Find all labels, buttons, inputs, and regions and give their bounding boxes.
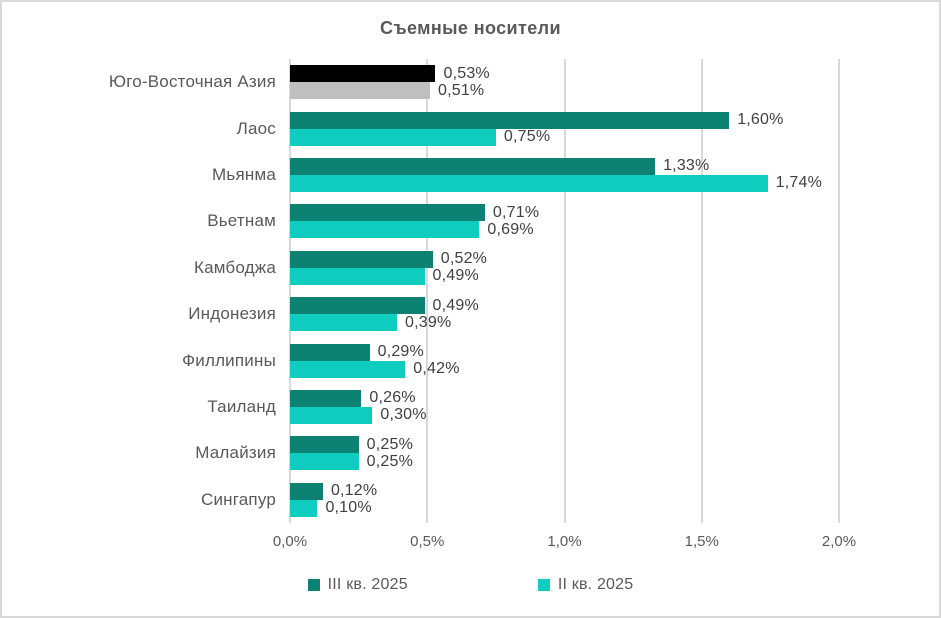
bar-group: 0,49% 0,39% bbox=[290, 297, 839, 332]
bar-group: 0,53% 0,51% bbox=[290, 65, 839, 100]
data-label: 0,10% bbox=[325, 499, 372, 517]
category-label: Камбоджа bbox=[193, 257, 276, 277]
data-label: 0,12% bbox=[330, 482, 378, 500]
bar-series-2: 0,39% bbox=[290, 314, 451, 332]
chart-row: Малайзия 0,25% 0,25% bbox=[2, 430, 939, 476]
bar-series-2: 0,10% bbox=[290, 499, 372, 517]
bar-group: 0,26% 0,30% bbox=[290, 389, 839, 424]
bar-series-1: 0,12% bbox=[290, 482, 377, 500]
bar-series-1: 0,29% bbox=[290, 343, 424, 361]
bar-series-1: 1,33% bbox=[290, 157, 709, 175]
bar-group: 0,71% 0,69% bbox=[290, 204, 839, 239]
data-label: 0,42% bbox=[413, 360, 460, 378]
data-label: 0,51% bbox=[437, 81, 485, 99]
bar-series-2: 0,49% bbox=[290, 267, 479, 285]
x-axis-tick: 2,0% bbox=[821, 533, 857, 550]
chart-row: Вьетнам 0,71% 0,69% bbox=[2, 198, 939, 244]
data-label: 1,33% bbox=[663, 157, 710, 175]
bar-series-2: 1,74% bbox=[290, 174, 822, 192]
bar-series-1: 0,25% bbox=[290, 436, 413, 454]
data-label: 0,25% bbox=[366, 435, 413, 453]
legend-item-q2-2025: II кв. 2025 bbox=[537, 576, 634, 594]
x-axis-tick: 0,5% bbox=[410, 533, 445, 550]
category-label: Филлипины bbox=[182, 350, 276, 370]
bar-group: 0,52% 0,49% bbox=[290, 250, 839, 285]
category-label: Сингапур bbox=[200, 489, 276, 509]
gridline bbox=[289, 59, 291, 523]
data-label: 0,39% bbox=[405, 313, 452, 331]
data-label: 0,52% bbox=[440, 250, 488, 268]
bar-series-2: 0,42% bbox=[290, 360, 459, 378]
category-label: Лаос bbox=[236, 118, 276, 138]
category-label: Юго-Восточная Азия bbox=[108, 72, 276, 92]
x-axis-tick: 1,0% bbox=[547, 533, 582, 550]
data-label: 0,49% bbox=[432, 267, 479, 285]
bar-series-2: 0,51% bbox=[290, 82, 484, 100]
chart-rows: Юго-Восточная Азия 0,53% 0,51% Лаос 1,60% 0,7… bbox=[2, 59, 939, 523]
bar-group: 0,29% 0,42% bbox=[290, 343, 839, 378]
chart-title: Съемные носители bbox=[380, 18, 561, 38]
legend-label: III кв. 2025 bbox=[327, 576, 408, 593]
gridline bbox=[563, 59, 566, 523]
data-label: 1,60% bbox=[737, 111, 784, 129]
bar-series-2: 0,75% bbox=[290, 128, 550, 146]
bar-series-2: 0,30% bbox=[290, 406, 427, 424]
bar-series-2: 0,69% bbox=[290, 221, 534, 239]
chart-row: Лаос 1,60% 0,75% bbox=[2, 105, 939, 151]
bar-series-1: 0,53% bbox=[290, 65, 490, 83]
category-label: Малайзия bbox=[195, 443, 276, 463]
bar-series-1: 0,71% bbox=[290, 204, 539, 222]
category-label: Таиланд bbox=[207, 396, 276, 416]
data-label: 0,75% bbox=[503, 128, 551, 146]
legend-swatch-q2-icon bbox=[537, 579, 550, 591]
gridline bbox=[838, 59, 840, 523]
data-label: 0,49% bbox=[432, 296, 479, 314]
category-label: Вьетнам bbox=[207, 211, 276, 231]
chart-row: Таиланд 0,26% 0,30% bbox=[2, 384, 939, 430]
data-label: 0,69% bbox=[487, 220, 534, 238]
category-label: Мьянма bbox=[212, 164, 276, 184]
bar-series-1: 0,26% bbox=[290, 389, 416, 407]
data-label: 0,53% bbox=[443, 64, 490, 82]
chart-row: Юго-Восточная Азия 0,53% 0,51% bbox=[2, 59, 939, 105]
x-axis-tick: 0,0% bbox=[272, 533, 308, 550]
data-label: 0,30% bbox=[380, 406, 427, 424]
chart-row: Индонезия 0,49% 0,39% bbox=[2, 291, 939, 337]
bar-series-1: 0,52% bbox=[290, 250, 487, 268]
legend-label: II кв. 2025 bbox=[557, 576, 634, 593]
bar-group: 0,25% 0,25% bbox=[290, 436, 839, 471]
chart-row: Сингапур 0,12% 0,10% bbox=[2, 477, 939, 523]
chart-row: Филлипины 0,29% 0,42% bbox=[2, 337, 939, 383]
data-label: 0,71% bbox=[492, 203, 540, 221]
bar-series-2: 0,25% bbox=[290, 453, 413, 471]
gridline bbox=[700, 59, 703, 523]
legend-swatch-q3-icon bbox=[307, 579, 320, 591]
bar-series-1: 0,49% bbox=[290, 297, 479, 315]
chart-row: Камбоджа 0,52% 0,49% bbox=[2, 245, 939, 291]
x-axis: 0,0% 0,5% 1,0% 1,5% 2,0% bbox=[273, 533, 856, 553]
legend-item-q3-2025: III кв. 2025 bbox=[307, 576, 408, 594]
x-axis-tick: 1,5% bbox=[684, 533, 719, 550]
data-label: 0,26% bbox=[369, 389, 416, 407]
bar-group: 1,60% 0,75% bbox=[290, 111, 839, 146]
data-label: 0,29% bbox=[377, 343, 424, 361]
gridlines bbox=[289, 59, 840, 523]
gridline bbox=[426, 59, 429, 523]
data-label: 0,25% bbox=[366, 452, 413, 470]
chart-row: Мьянма 1,33% 1,74% bbox=[2, 152, 939, 198]
bar-group: 1,33% 1,74% bbox=[290, 157, 839, 192]
bar-series-1: 1,60% bbox=[290, 111, 783, 129]
bar-group: 0,12% 0,10% bbox=[290, 482, 839, 517]
category-label: Индонезия bbox=[188, 304, 276, 324]
data-label: 1,74% bbox=[775, 174, 822, 192]
legend: III кв. 2025 II кв. 2025 bbox=[2, 576, 939, 594]
